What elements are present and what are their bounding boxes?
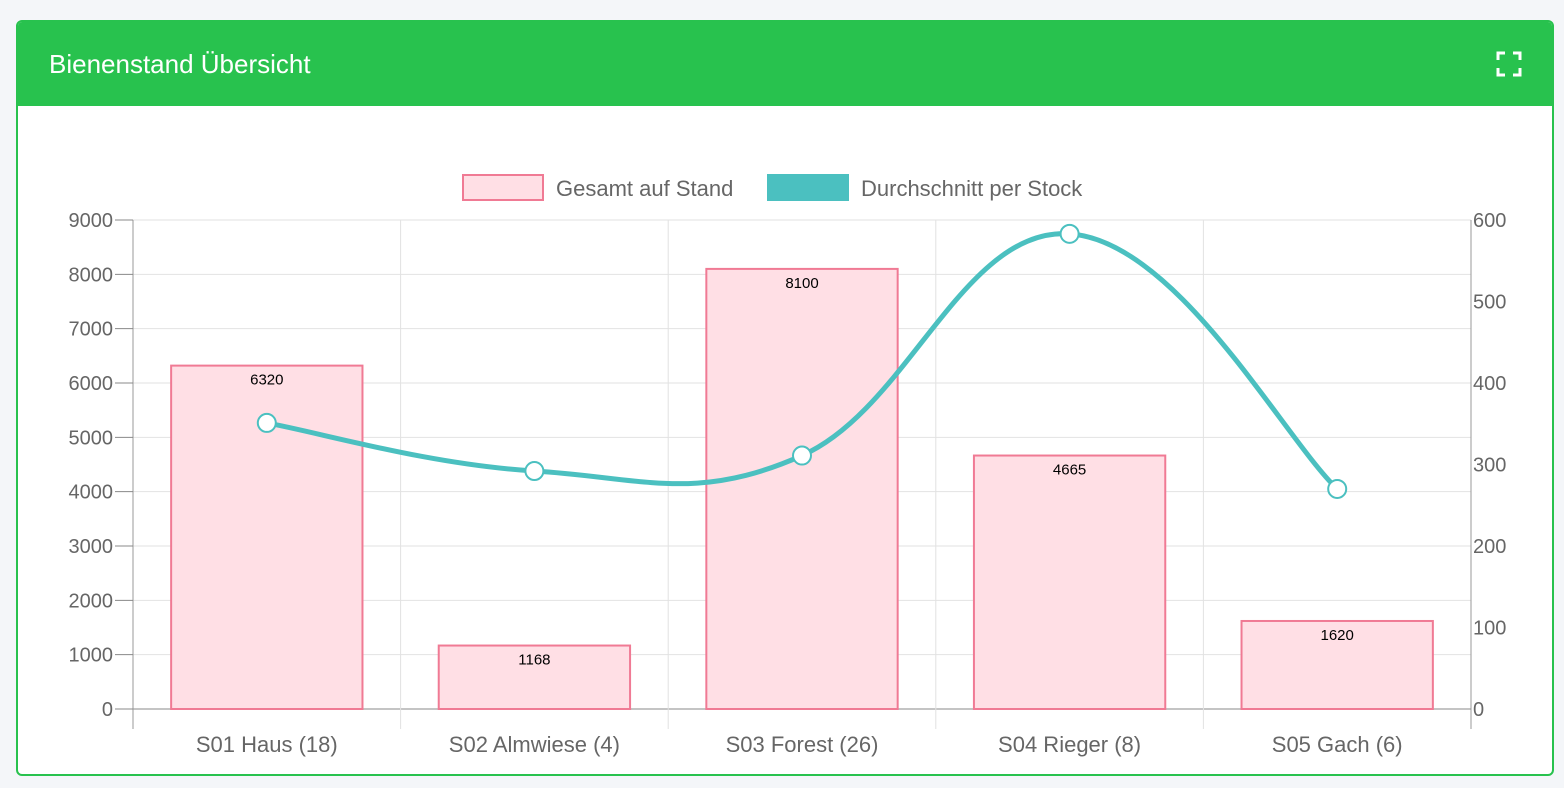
x-category-label: S04 Rieger (8) bbox=[998, 732, 1141, 757]
y-right-tick-label: 400 bbox=[1473, 373, 1506, 395]
card-header: Bienenstand Übersicht bbox=[18, 22, 1552, 106]
line-point[interactable] bbox=[524, 461, 545, 482]
bar-3 bbox=[705, 267, 899, 710]
x-category-label: S05 Gach (6) bbox=[1272, 732, 1403, 757]
chart-card: Bienenstand Übersicht 6320 1168 8100 4665 16… bbox=[16, 20, 1554, 776]
expand-icon bbox=[1496, 51, 1522, 77]
y-left-tick-label: 4000 bbox=[69, 482, 114, 504]
y-left-tick-label: 6000 bbox=[69, 373, 114, 395]
chart-area: 6320 1168 8100 4665 1620 0 1000 2000 3000 4000 50… bbox=[18, 106, 1552, 774]
y-left-tick-label: 1000 bbox=[69, 645, 114, 667]
bar-5 bbox=[1240, 619, 1434, 710]
y-right-tick-label: 300 bbox=[1473, 455, 1506, 477]
bar-value-label: 1620 bbox=[1321, 627, 1354, 644]
legend-label: Gesamt auf Stand bbox=[556, 176, 733, 201]
legend-label: Durchschnitt per Stock bbox=[861, 176, 1083, 201]
x-category-label: S02 Almwiese (4) bbox=[449, 732, 620, 757]
card-title: Bienenstand Übersicht bbox=[49, 48, 311, 79]
line-point[interactable] bbox=[256, 412, 277, 433]
y-right-tick-label: 500 bbox=[1473, 292, 1506, 314]
bar-value-label: 4665 bbox=[1053, 462, 1086, 479]
y-right-tick-label: 0 bbox=[1473, 699, 1484, 721]
y-left-tick-label: 0 bbox=[102, 699, 113, 721]
y-left-tick-label: 7000 bbox=[69, 319, 114, 341]
legend-swatch bbox=[767, 174, 849, 201]
y-left-tick-label: 9000 bbox=[69, 210, 114, 232]
expand-button[interactable] bbox=[1494, 49, 1524, 79]
bar-value-label: 1168 bbox=[518, 652, 550, 669]
line-point[interactable] bbox=[792, 445, 812, 466]
legend-item-2[interactable]: Durchschnitt per Stock bbox=[767, 174, 1083, 201]
x-category-label: S01 Haus (18) bbox=[196, 732, 338, 757]
bar-value-label: 8100 bbox=[785, 275, 818, 292]
line-point[interactable] bbox=[1327, 478, 1348, 499]
x-category-label: S03 Forest (26) bbox=[726, 732, 879, 757]
y-right-tick-label: 100 bbox=[1473, 618, 1506, 640]
y-left-tick-label: 2000 bbox=[69, 590, 114, 612]
bar-2 bbox=[437, 644, 632, 711]
legend-swatch bbox=[462, 174, 544, 201]
y-right-tick-label: 600 bbox=[1473, 210, 1506, 232]
line-point[interactable] bbox=[1059, 223, 1080, 244]
y-left-tick-label: 5000 bbox=[69, 427, 114, 449]
y-right-tick-label: 200 bbox=[1473, 536, 1506, 558]
bar-4 bbox=[972, 454, 1167, 710]
legend-item-1[interactable]: Gesamt auf Stand bbox=[462, 174, 733, 201]
series-line-durchschnitt bbox=[266, 231, 1339, 491]
y-left-tick-label: 3000 bbox=[69, 536, 114, 558]
bar-value-label: 6320 bbox=[250, 372, 283, 389]
y-left-tick-label: 8000 bbox=[69, 264, 114, 286]
